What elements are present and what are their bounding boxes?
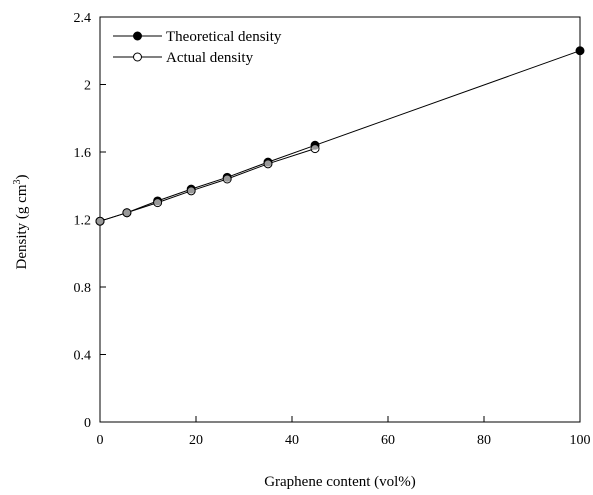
y-tick-label: 1.2 [74, 214, 92, 229]
data-point-actual-density [122, 208, 132, 218]
y-axis-title: Density (g cm3) [12, 175, 30, 270]
data-point-actual-density [186, 186, 196, 196]
data-point-actual-density [310, 144, 320, 154]
legend: Theoretical density Actual density [113, 29, 282, 66]
x-tick-label: 80 [477, 433, 491, 448]
y-tick-label: 0.8 [74, 281, 92, 296]
y-axis-title-superscript: 3 [12, 180, 23, 185]
legend-marker-theoretical [133, 31, 142, 41]
data-point-actual-density [95, 216, 105, 226]
plot-frame [99, 16, 581, 423]
y-tick-label: 2.4 [74, 11, 92, 26]
series-line-theoretical-density [99, 50, 581, 222]
series-layer [95, 46, 585, 226]
data-point-actual-density [222, 174, 232, 184]
y-tick-label: 0.4 [74, 349, 92, 364]
data-point-actual-density [263, 159, 273, 169]
y-tick-label: 0 [84, 416, 91, 431]
x-tick-label: 40 [285, 433, 299, 448]
x-axis-ticks: 0 20 40 60 80 100 [97, 416, 591, 448]
data-point-actual-density [153, 198, 163, 208]
legend-label-theoretical: Theoretical density [166, 29, 282, 45]
data-point-theoretical-density [575, 46, 585, 56]
x-axis-title: Graphene content (vol%) [264, 474, 416, 490]
x-tick-label: 60 [381, 433, 395, 448]
y-axis-title-close: ) [14, 175, 30, 180]
legend-label-actual: Actual density [166, 50, 254, 66]
y-axis-title-main: Density (g cm [14, 184, 30, 269]
y-axis-ticks: 0 0.4 0.8 1.2 1.6 2 2.4 [74, 11, 106, 431]
y-tick-label: 2 [84, 79, 91, 94]
x-tick-label: 0 [97, 433, 104, 448]
y-tick-label: 1.6 [74, 146, 92, 161]
x-tick-label: 100 [570, 433, 591, 448]
legend-marker-actual [133, 52, 142, 62]
x-tick-label: 20 [189, 433, 203, 448]
